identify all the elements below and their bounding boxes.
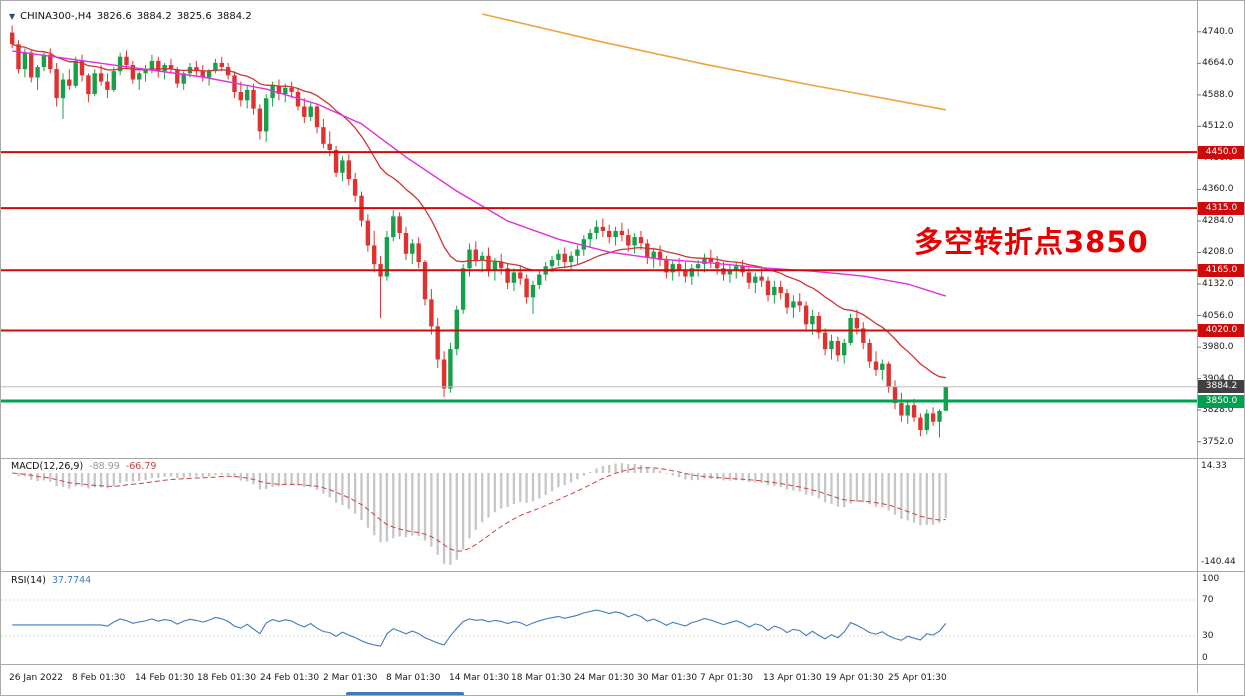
- time-label: 19 Apr 01:30: [825, 673, 884, 683]
- price-tick-label: 4284.0: [1202, 216, 1234, 226]
- price-level-tag: 4165.0: [1198, 264, 1244, 277]
- ma-line-red: [11, 43, 946, 379]
- macd-signal-line: [12, 467, 946, 552]
- quote-header: ▼ CHINA300-,H4 3826.6 3884.2 3825.6 3884…: [9, 11, 252, 22]
- macd-main-value: -88.99: [89, 461, 120, 472]
- candles-series: [10, 25, 948, 438]
- time-label: 24 Feb 01:30: [260, 673, 320, 683]
- annotation-text[interactable]: 多空转折点3850: [914, 225, 1149, 259]
- time-label: 18 Feb 01:30: [197, 673, 257, 683]
- rsi-scale-label: 100: [1202, 574, 1220, 584]
- rsi-panel: [1, 599, 1197, 647]
- price-level-tag: 4020.0: [1198, 324, 1244, 337]
- rsi-name: RSI(14): [11, 575, 46, 586]
- time-label: 24 Mar 01:30: [574, 673, 635, 683]
- price-tick-label: 4208.0: [1202, 247, 1234, 257]
- price-tick-label: 3752.0: [1202, 437, 1234, 447]
- macd-scale-max-label: 14.33: [1201, 461, 1227, 471]
- ma-line-magenta: [12, 50, 947, 297]
- time-label: 25 Apr 01:30: [888, 673, 947, 683]
- horizontal-level-lines[interactable]: [1, 151, 1197, 403]
- rsi-line: [12, 609, 947, 647]
- price-level-tag: 4315.0: [1198, 202, 1244, 215]
- price-level-tag: 3850.0: [1198, 395, 1244, 408]
- time-label: 2 Mar 01:30: [323, 673, 378, 683]
- price-tick-label: 3828.0: [1202, 405, 1234, 415]
- price-tick-label: 4360.0: [1202, 184, 1234, 194]
- price-tick-label: 4056.0: [1202, 311, 1234, 321]
- price-tick-label: 4664.0: [1202, 58, 1234, 68]
- time-label: 8 Feb 01:30: [72, 673, 126, 683]
- macd-name: MACD(12,26,9): [11, 461, 84, 472]
- macd-panel: [12, 463, 947, 565]
- quote-open-value: 3826.6: [96, 11, 132, 22]
- price-level-tag: 4450.0: [1198, 146, 1244, 159]
- price-tick-label: 4588.0: [1202, 90, 1234, 100]
- moving-averages: [11, 13, 947, 379]
- time-label: 8 Mar 01:30: [386, 673, 441, 683]
- macd-indicator-label: MACD(12,26,9) -88.99 -66.79: [11, 461, 156, 472]
- price-tick-label: 3980.0: [1202, 342, 1234, 352]
- horizontal-scrollbar[interactable]: [346, 692, 464, 695]
- price-tick-label: 4132.0: [1202, 279, 1234, 289]
- time-label: 7 Apr 01:30: [700, 673, 753, 683]
- time-label: 26 Jan 2022: [9, 673, 63, 683]
- rsi-current-value: 37.7744: [51, 575, 92, 586]
- quote-low-value: 3825.6: [176, 11, 212, 22]
- price-tick-label: 4740.0: [1202, 27, 1234, 37]
- ma-line-orange: [482, 13, 946, 111]
- current-price-tag: 3884.2: [1198, 380, 1244, 393]
- quote-high-value: 3884.2: [136, 11, 172, 22]
- time-label: 13 Apr 01:30: [763, 673, 822, 683]
- symbol-timeframe-label: CHINA300-,H4: [20, 11, 92, 22]
- time-label: 14 Mar 01:30: [449, 673, 510, 683]
- quote-close-value: 3884.2: [216, 11, 252, 22]
- macd-signal-value: -66.79: [125, 461, 157, 472]
- rsi-scale-label: 70: [1202, 595, 1214, 605]
- time-label: 18 Mar 01:30: [511, 673, 572, 683]
- rsi-scale-label: 30: [1202, 631, 1214, 641]
- quote-collapse-arrow-icon[interactable]: ▼: [9, 12, 16, 21]
- time-label: 30 Mar 01:30: [637, 673, 698, 683]
- macd-scale-min-label: -140.44: [1201, 557, 1236, 567]
- time-label: 14 Feb 01:30: [135, 673, 195, 683]
- rsi-scale-label: 0: [1202, 653, 1208, 663]
- rsi-indicator-label: RSI(14) 37.7744: [11, 575, 91, 586]
- price-tick-label: 4512.0: [1202, 121, 1234, 131]
- price-tick-label: 3904.0: [1202, 374, 1234, 384]
